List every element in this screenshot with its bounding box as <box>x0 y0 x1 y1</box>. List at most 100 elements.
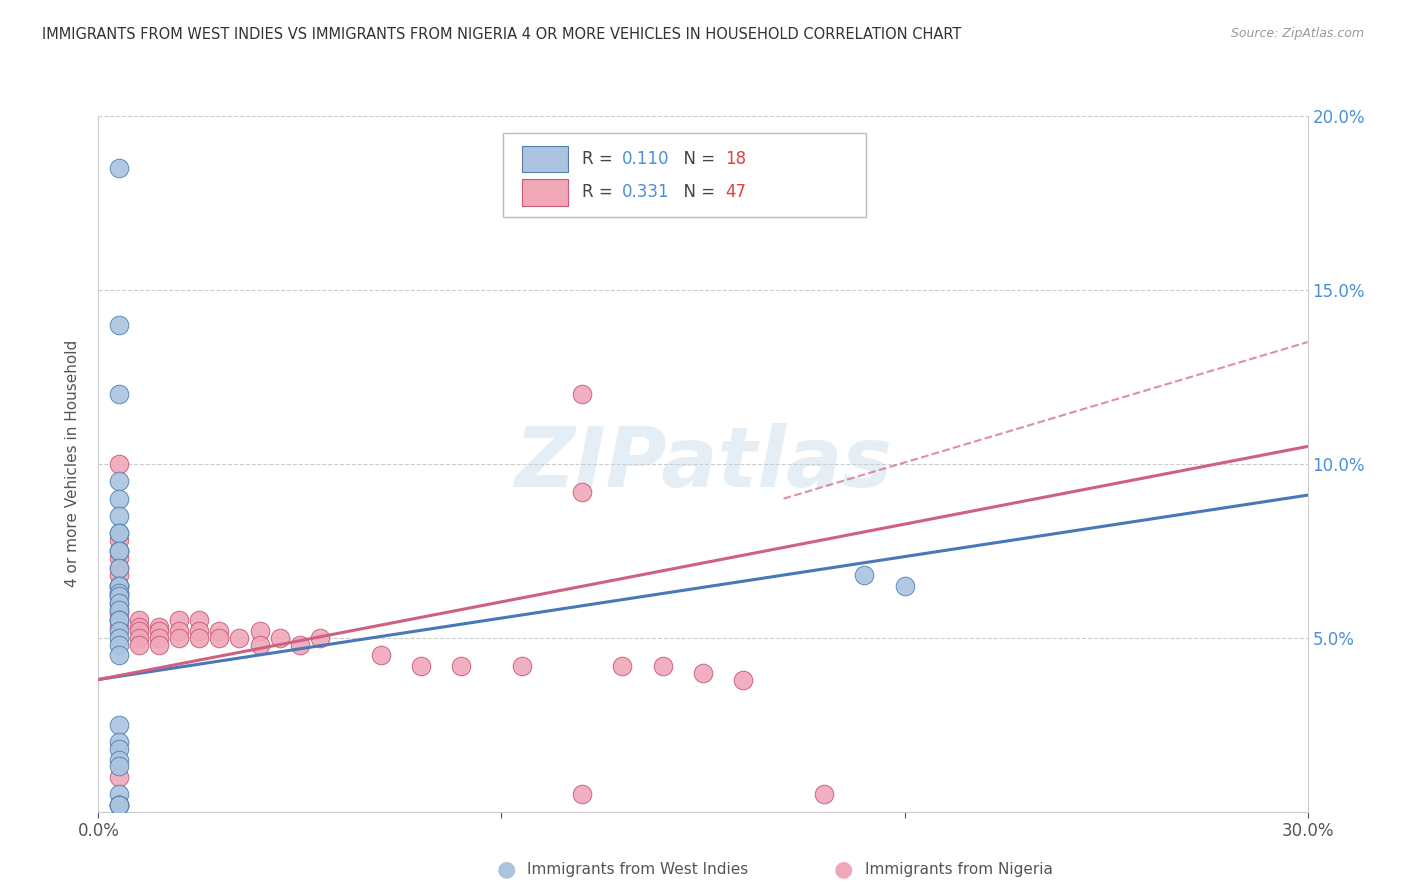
Point <box>107 770 129 784</box>
Point <box>571 484 593 499</box>
Point <box>107 614 129 628</box>
Point <box>148 638 170 652</box>
Point <box>107 742 129 756</box>
Point <box>128 638 150 652</box>
Point <box>107 550 129 565</box>
Point <box>107 596 129 610</box>
Point <box>571 387 593 401</box>
Point <box>107 797 129 812</box>
Text: ●: ● <box>834 860 853 880</box>
Point <box>107 735 129 749</box>
Point <box>107 578 129 592</box>
Point <box>249 638 271 652</box>
Point <box>167 624 190 638</box>
Point <box>309 631 332 645</box>
Point <box>107 620 129 634</box>
Point <box>107 797 129 812</box>
Point <box>107 631 129 645</box>
Point <box>107 759 129 773</box>
FancyBboxPatch shape <box>503 134 866 217</box>
Point <box>107 603 129 617</box>
Text: ZIPatlas: ZIPatlas <box>515 424 891 504</box>
Text: R =: R = <box>582 184 619 202</box>
Point <box>612 658 634 673</box>
Point <box>853 568 876 582</box>
Text: 0.331: 0.331 <box>621 184 669 202</box>
Point <box>107 561 129 575</box>
Point <box>107 387 129 401</box>
Point <box>208 624 231 638</box>
Point <box>107 788 129 801</box>
Point <box>107 797 129 812</box>
Point <box>692 665 714 680</box>
Text: Immigrants from Nigeria: Immigrants from Nigeria <box>865 863 1053 877</box>
Point <box>107 753 129 767</box>
Point <box>128 620 150 634</box>
Point <box>107 526 129 541</box>
Point <box>188 614 211 628</box>
Point <box>107 578 129 592</box>
Point <box>288 638 311 652</box>
Text: 0.110: 0.110 <box>621 150 669 168</box>
Point <box>269 631 291 645</box>
Text: N =: N = <box>673 150 720 168</box>
Point <box>107 589 129 603</box>
Text: Source: ZipAtlas.com: Source: ZipAtlas.com <box>1230 27 1364 40</box>
Point <box>107 603 129 617</box>
Point <box>107 491 129 506</box>
Point <box>651 658 673 673</box>
Point <box>249 624 271 638</box>
Point <box>107 648 129 662</box>
Point <box>107 717 129 731</box>
Point <box>107 543 129 558</box>
Point <box>893 578 915 592</box>
Point <box>107 457 129 471</box>
Text: ●: ● <box>496 860 516 880</box>
Text: R =: R = <box>582 150 619 168</box>
Point <box>128 624 150 638</box>
Point <box>228 631 250 645</box>
Point <box>208 631 231 645</box>
Point <box>128 631 150 645</box>
Point <box>107 585 129 599</box>
Point <box>148 620 170 634</box>
Point <box>107 607 129 621</box>
Point <box>167 631 190 645</box>
Point <box>107 161 129 176</box>
Y-axis label: 4 or more Vehicles in Household: 4 or more Vehicles in Household <box>65 340 80 588</box>
Text: 47: 47 <box>724 184 745 202</box>
Point <box>188 624 211 638</box>
FancyBboxPatch shape <box>522 146 568 172</box>
Point <box>107 578 129 592</box>
Point <box>188 631 211 645</box>
Point <box>370 648 392 662</box>
Point <box>128 614 150 628</box>
Point <box>148 631 170 645</box>
Point <box>107 561 129 575</box>
Point <box>571 788 593 801</box>
Text: Immigrants from West Indies: Immigrants from West Indies <box>527 863 748 877</box>
Point <box>450 658 472 673</box>
Point <box>107 797 129 812</box>
Point <box>107 543 129 558</box>
Point <box>148 624 170 638</box>
Point <box>107 585 129 599</box>
Text: N =: N = <box>673 184 720 202</box>
Point <box>107 638 129 652</box>
Point <box>510 658 533 673</box>
Point <box>409 658 432 673</box>
Point <box>107 589 129 603</box>
Point <box>167 614 190 628</box>
Point <box>733 673 755 687</box>
Point <box>107 533 129 548</box>
Text: 18: 18 <box>724 150 747 168</box>
Point <box>813 788 835 801</box>
Point <box>107 614 129 628</box>
Point <box>107 624 129 638</box>
Point <box>107 474 129 488</box>
Point <box>107 568 129 582</box>
Point <box>107 508 129 523</box>
Point <box>107 526 129 541</box>
Point <box>107 318 129 332</box>
Point <box>107 614 129 628</box>
